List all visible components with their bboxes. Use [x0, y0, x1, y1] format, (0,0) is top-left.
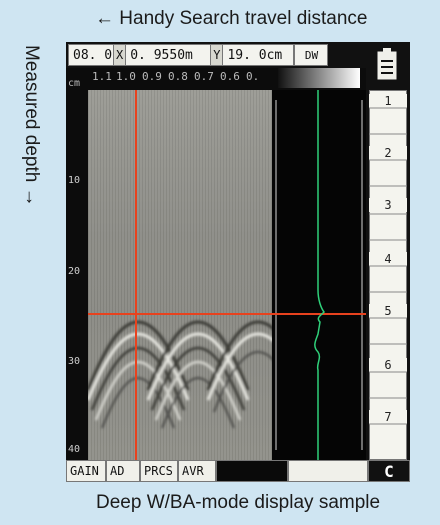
top-caption: ← Handy Search travel distance: [95, 8, 368, 29]
depth-label: 30: [68, 356, 81, 367]
gain-button[interactable]: GAIN: [66, 460, 106, 482]
header-bar: 08. 0 X 0. 9550m Y 19. 0cm DW: [68, 42, 329, 68]
scale-label: 0.8: [168, 70, 188, 83]
depth-label: 20: [68, 266, 81, 277]
scale-label: 0.6: [220, 70, 240, 83]
dw-button[interactable]: DW: [294, 44, 329, 66]
x-label: X: [114, 44, 126, 66]
footer-blank-field: [216, 460, 288, 482]
c-button[interactable]: C: [368, 460, 410, 482]
footer-bar: GAIN AD PRCS AVR C: [66, 460, 410, 482]
x-value-field: 0. 9550m: [125, 44, 212, 66]
depth-label: 40: [68, 444, 81, 455]
y-value-field: 19. 0cm: [222, 44, 295, 66]
waveform-trace-graphic: [272, 90, 366, 460]
depth-mark-label: 6: [369, 358, 407, 372]
footer-blank-field-2: [288, 460, 368, 482]
avr-button[interactable]: AVR: [178, 460, 216, 482]
radar-scan-image[interactable]: [88, 90, 272, 460]
ad-button[interactable]: AD: [106, 460, 140, 482]
mode-field: 08. 0: [68, 44, 114, 66]
waveform-trace-panel: [272, 90, 366, 460]
waveform-line: [314, 90, 325, 460]
depth-label: 10: [68, 175, 81, 186]
device-screen: 08. 0 X 0. 9550m Y 19. 0cm DW cm 1.1 1.0…: [66, 42, 410, 482]
prcs-button[interactable]: PRCS: [140, 460, 178, 482]
y-label: Y: [211, 44, 223, 66]
scale-label: 1.1: [92, 70, 112, 83]
hyperbola-reflections: [88, 320, 272, 429]
bottom-caption: Deep W/BA-mode display sample: [96, 492, 381, 513]
depth-mark-label: 7: [369, 410, 407, 424]
scale-label: 0.9: [142, 70, 162, 83]
side-caption: Measured depth →: [21, 45, 42, 207]
right-panel: 1 2 3 4 5 6 7: [366, 42, 410, 482]
radar-scan-graphic: [88, 90, 272, 460]
depth-mark-label: 1: [369, 94, 407, 108]
scale-label: 0.: [246, 70, 260, 83]
clipboard-icon: [377, 48, 397, 80]
scale-label: 0.7: [194, 70, 214, 83]
depth-mark-label: 2: [369, 146, 407, 160]
depth-mark-label: 5: [369, 304, 407, 318]
menu-button[interactable]: [372, 44, 402, 84]
depth-ruler: 10 20 30 40: [66, 90, 88, 460]
depth-mark-ticks: [369, 107, 407, 425]
scale-unit: cm: [68, 78, 81, 89]
scale-label: 1.0: [116, 70, 136, 83]
gain-gradient-bar: [278, 68, 360, 88]
depth-mark-label: 4: [369, 252, 407, 266]
depth-mark-label: 3: [369, 198, 407, 212]
